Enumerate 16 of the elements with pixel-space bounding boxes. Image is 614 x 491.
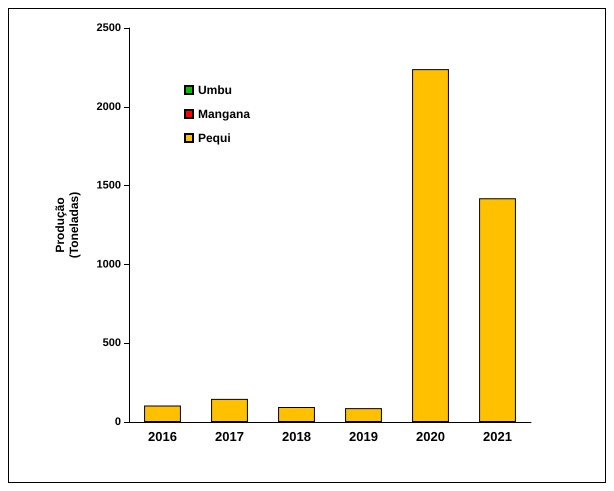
x-tick-label: 2017 xyxy=(215,429,244,444)
y-tick-label: 1500 xyxy=(96,180,121,192)
y-tick-label: 2500 xyxy=(96,22,121,34)
x-tick-label: 2021 xyxy=(483,429,512,444)
x-tick-label: 2020 xyxy=(416,429,445,444)
y-tick-label: 1000 xyxy=(96,258,121,270)
legend-label: Umbu xyxy=(198,83,232,97)
y-axis-title: Produção (Toneladas) xyxy=(53,192,81,258)
y-tick-label: 500 xyxy=(102,337,121,350)
y-tick-label: 2000 xyxy=(96,100,121,113)
x-tick-label: 2019 xyxy=(349,429,378,444)
y-tick-label: 0 xyxy=(114,416,121,428)
legend-label: Mangana xyxy=(198,107,250,121)
x-tick-label: 2018 xyxy=(282,429,311,444)
x-tick-label: 2016 xyxy=(148,429,177,444)
legend-label: Pequi xyxy=(198,131,231,145)
